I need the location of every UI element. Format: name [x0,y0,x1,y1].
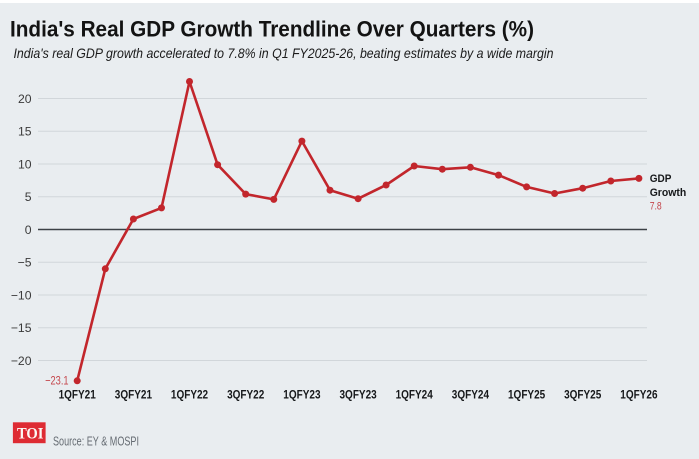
svg-text:1QFY26: 1QFY26 [620,388,658,402]
svg-text:1QFY24: 1QFY24 [396,388,434,402]
svg-text:GDP: GDP [650,173,672,185]
svg-text:10: 10 [18,157,32,171]
svg-text:Growth: Growth [650,187,687,199]
svg-text:−5: −5 [18,256,32,270]
svg-text:3QFY21: 3QFY21 [115,388,153,402]
svg-text:Source: EY & MOSPI: Source: EY & MOSPI [53,435,139,449]
svg-text:TOI: TOI [17,424,44,443]
svg-text:1QFY23: 1QFY23 [283,388,321,402]
svg-text:7.8: 7.8 [650,201,662,213]
svg-text:3QFY25: 3QFY25 [564,388,602,402]
svg-text:5: 5 [25,190,32,204]
svg-text:3QFY23: 3QFY23 [340,388,378,402]
svg-text:India's Real GDP Growth Trendl: India's Real GDP Growth Trendline Over Q… [10,16,534,41]
svg-text:1QFY21: 1QFY21 [59,388,97,402]
svg-text:1QFY22: 1QFY22 [171,388,209,402]
svg-text:−20: −20 [11,354,32,368]
svg-text:1QFY25: 1QFY25 [508,388,546,402]
svg-text:0: 0 [25,223,32,237]
svg-text:20: 20 [18,92,32,106]
svg-text:15: 15 [18,125,32,139]
svg-text:3QFY22: 3QFY22 [227,388,265,402]
svg-text:India's real GDP growth accele: India's real GDP growth accelerated to 7… [14,45,554,61]
svg-text:3QFY24: 3QFY24 [452,388,490,402]
svg-text:−15: −15 [11,321,32,335]
svg-text:−10: −10 [11,288,32,302]
svg-text:−23.1: −23.1 [45,373,69,387]
